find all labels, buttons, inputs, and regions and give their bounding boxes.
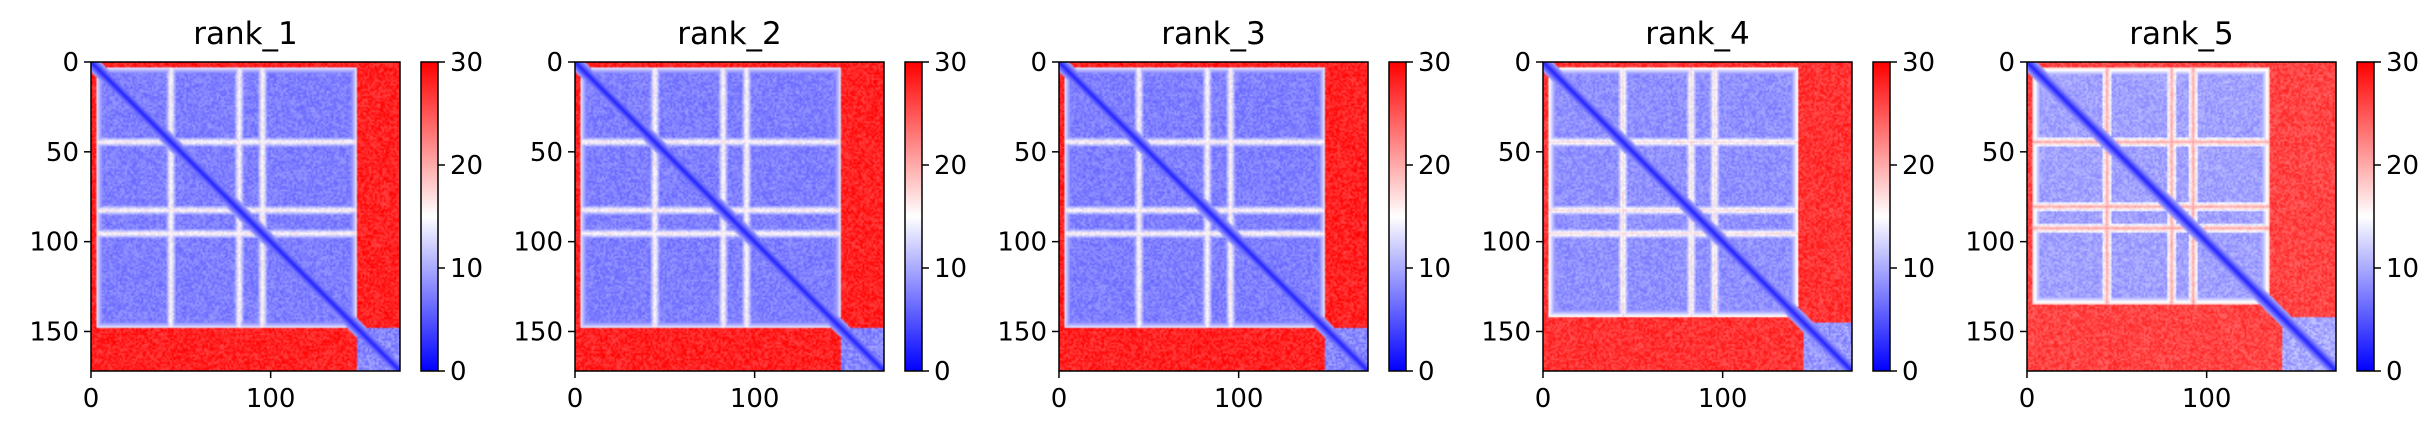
y-tick-label: 50	[1014, 138, 1047, 168]
colorbar-tick-label: 30	[934, 48, 967, 78]
x-tick-label: 100	[730, 384, 780, 414]
heatmap-image	[2027, 62, 2336, 371]
y-tick-label: 0	[546, 48, 563, 78]
panel-title: rank_2	[677, 16, 782, 52]
panel-title: rank_3	[1161, 16, 1266, 52]
heatmap-panel-1: rank_1 0 50 100 150 0 100 0 10 20 30	[29, 16, 483, 414]
colorbar-tick-label: 20	[1902, 151, 1935, 181]
x-tick-label: 100	[246, 384, 296, 414]
heatmap-frame	[1542, 61, 1853, 372]
y-tick-label: 100	[513, 228, 563, 258]
colorbar-tick-label: 10	[450, 254, 483, 284]
y-tick-label: 50	[1982, 138, 2015, 168]
colorbar-tick-label: 20	[934, 151, 967, 181]
heatmap-panel-5: rank_5 0 50 100 150 0 100 0 10 20 30	[1965, 16, 2419, 414]
y-tick-label: 0	[1514, 48, 1531, 78]
colorbar	[2356, 61, 2375, 372]
colorbar-tick-label: 20	[1418, 151, 1451, 181]
panel-title: rank_4	[1645, 16, 1750, 52]
colorbar-tick-label: 0	[1902, 357, 1919, 387]
y-tick-label: 0	[1030, 48, 1047, 78]
heatmap-panel-4: rank_4 0 50 100 150 0 100 0 10 20 30	[1481, 16, 1935, 414]
y-tick-label: 50	[530, 138, 563, 168]
heatmap-image	[91, 62, 400, 371]
x-tick-label: 100	[1214, 384, 1264, 414]
y-tick-label: 50	[46, 138, 79, 168]
heatmap-panel-2: rank_2 0 50 100 150 0 100 0 10 20 30	[513, 16, 967, 414]
heatmap-panel-3: rank_3 0 50 100 150 0 100 0 10 20 30	[997, 16, 1451, 414]
y-tick-label: 0	[62, 48, 79, 78]
heatmap-image	[1059, 62, 1368, 371]
y-tick-label: 100	[997, 228, 1047, 258]
y-tick-label: 0	[1998, 48, 2015, 78]
colorbar-tick-label: 0	[934, 357, 951, 387]
heatmap-image	[1543, 62, 1852, 371]
x-tick-label: 100	[1698, 384, 1748, 414]
x-tick-label: 0	[1051, 384, 1068, 414]
colorbar	[1872, 61, 1891, 372]
colorbar-tick-label: 10	[1418, 254, 1451, 284]
colorbar-tick-label: 20	[2386, 151, 2419, 181]
heatmap-frame	[2026, 61, 2337, 372]
y-tick-label: 50	[1498, 138, 1531, 168]
panel-title: rank_1	[193, 16, 298, 52]
y-tick-label: 150	[1481, 317, 1531, 347]
y-tick-label: 150	[29, 317, 79, 347]
colorbar-tick-label: 30	[450, 48, 483, 78]
colorbar-tick-label: 10	[1902, 254, 1935, 284]
colorbar	[420, 61, 439, 372]
heatmap-image	[575, 62, 884, 371]
colorbar-tick-label: 30	[1418, 48, 1451, 78]
colorbar-tick-label: 30	[1902, 48, 1935, 78]
colorbar	[904, 61, 923, 372]
y-tick-label: 150	[513, 317, 563, 347]
y-tick-label: 100	[1481, 228, 1531, 258]
x-tick-label: 0	[567, 384, 584, 414]
colorbar-tick-label: 0	[450, 357, 467, 387]
y-tick-label: 150	[997, 317, 1047, 347]
colorbar-tick-label: 20	[450, 151, 483, 181]
colorbar	[1388, 61, 1407, 372]
colorbar-tick-label: 0	[2386, 357, 2403, 387]
colorbar-tick-label: 10	[2386, 254, 2419, 284]
y-tick-label: 100	[29, 228, 79, 258]
colorbar-tick-label: 30	[2386, 48, 2419, 78]
x-tick-label: 100	[2182, 384, 2232, 414]
heatmap-frame	[1058, 61, 1369, 372]
x-tick-label: 0	[1535, 384, 1552, 414]
x-tick-label: 0	[2019, 384, 2036, 414]
colorbar-tick-label: 0	[1418, 357, 1435, 387]
heatmap-frame	[574, 61, 885, 372]
y-tick-label: 150	[1965, 317, 2015, 347]
colorbar-tick-label: 10	[934, 254, 967, 284]
heatmap-frame	[90, 61, 401, 372]
x-tick-label: 0	[83, 384, 100, 414]
y-tick-label: 100	[1965, 228, 2015, 258]
panel-title: rank_5	[2129, 16, 2234, 52]
